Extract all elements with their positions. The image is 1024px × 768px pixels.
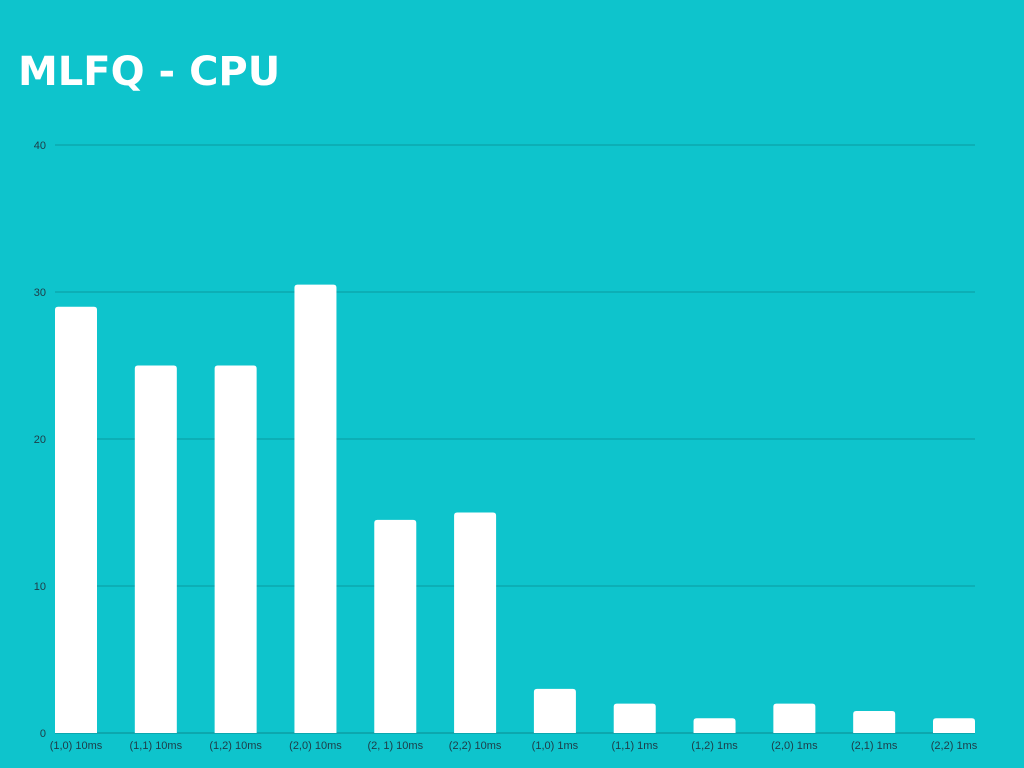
x-tick-label: (2,0) 10ms xyxy=(289,740,342,752)
y-tick-layer: 0 10 20 30 40 xyxy=(34,140,46,740)
bar xyxy=(214,365,257,733)
bar xyxy=(933,718,975,733)
grid-layer xyxy=(55,144,975,734)
bar xyxy=(55,306,97,733)
x-tick-label: (1,1) 1ms xyxy=(611,740,658,752)
bar xyxy=(853,710,896,733)
x-tick-layer: (1,0) 10ms (1,1) 10ms (1,2) 10ms (2,0) 10ms… xyxy=(50,740,978,752)
y-tick-label: 30 xyxy=(34,287,46,299)
bar xyxy=(374,519,417,733)
chart-title: MLFQ - CPU xyxy=(18,49,281,95)
bar xyxy=(773,703,816,733)
y-tick-label: 0 xyxy=(40,728,46,740)
y-tick-label: 40 xyxy=(34,140,46,152)
y-tick-label: 10 xyxy=(34,581,46,593)
x-tick-label: (1,0) 1ms xyxy=(532,740,579,752)
bar xyxy=(294,284,337,733)
bar-layer xyxy=(55,284,975,733)
bar xyxy=(613,703,656,733)
x-tick-label: (2,0) 1ms xyxy=(771,740,818,752)
x-tick-label: (1,2) 1ms xyxy=(691,740,738,752)
x-tick-label: (1,2) 10ms xyxy=(209,740,262,752)
x-tick-label: (2, 1) 10ms xyxy=(367,740,423,752)
bar xyxy=(533,688,576,733)
bar xyxy=(134,365,177,733)
bar xyxy=(693,718,736,733)
x-tick-label: (2,2) 1ms xyxy=(931,740,978,752)
x-tick-label: (1,0) 10ms xyxy=(50,740,103,752)
x-tick-label: (2,2) 10ms xyxy=(449,740,502,752)
x-tick-label: (2,1) 1ms xyxy=(851,740,898,752)
x-tick-label: (1,1) 10ms xyxy=(130,740,183,752)
bar xyxy=(454,512,497,733)
y-tick-label: 20 xyxy=(34,434,46,446)
